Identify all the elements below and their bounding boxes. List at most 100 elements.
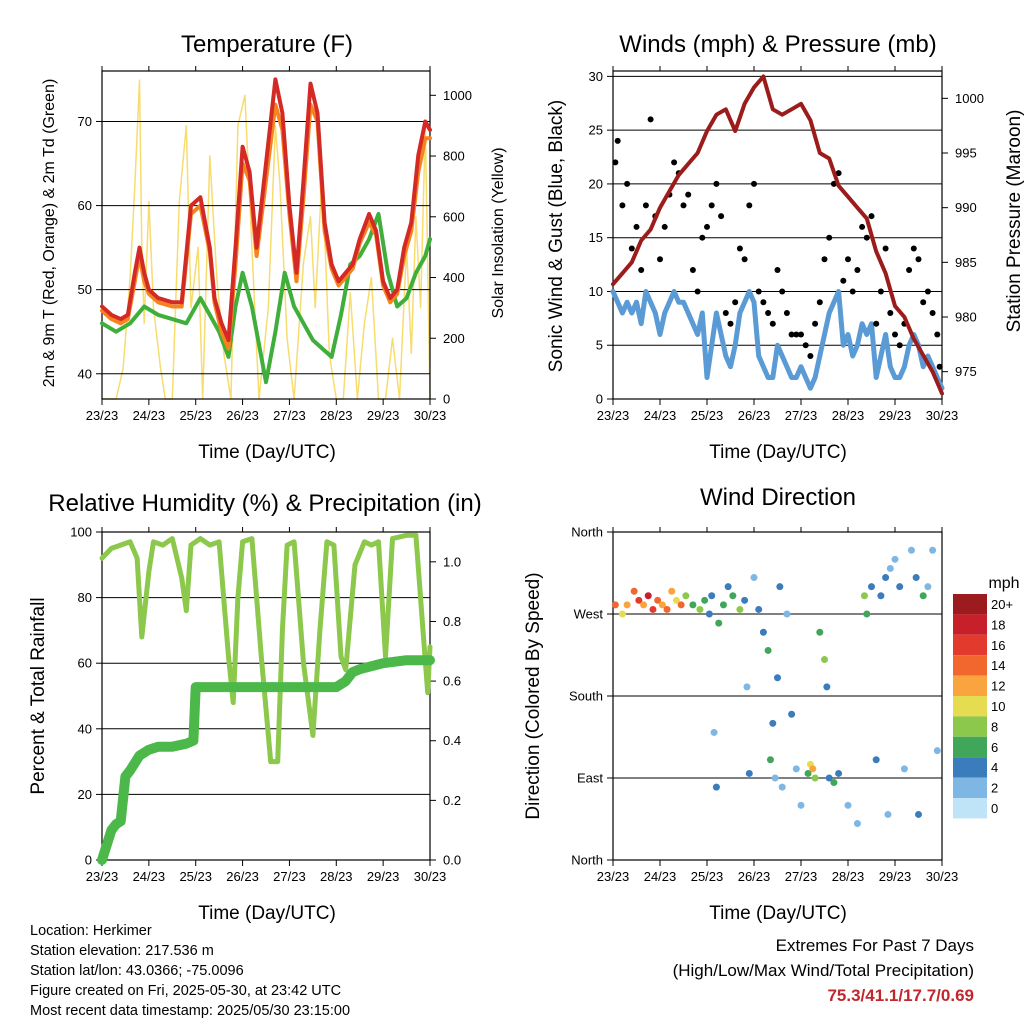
legend-label: 0 bbox=[991, 801, 998, 816]
legend-label: 16 bbox=[991, 638, 1005, 653]
gust-point bbox=[628, 245, 635, 252]
gust-point bbox=[924, 288, 931, 295]
winds-panel: Winds (mph) & Pressure (mb) 23/23 24/23 25… bbox=[546, 31, 1024, 463]
direction-point bbox=[769, 719, 777, 727]
direction-point bbox=[745, 769, 753, 777]
x-tick-label: 29/23 bbox=[879, 408, 912, 423]
x-tick-label: 25/23 bbox=[179, 869, 212, 884]
legend-swatch bbox=[953, 716, 987, 737]
y2-tick-label: 975 bbox=[955, 364, 977, 379]
winds-plot: 23/23 24/23 25/23 26/23 27/23 28/23 29/23 30/23… bbox=[589, 66, 984, 423]
gust-point bbox=[910, 245, 917, 252]
direction-point bbox=[912, 574, 920, 582]
legend-label: 6 bbox=[991, 740, 998, 755]
y-tick-label: 5 bbox=[596, 338, 603, 353]
x-tick-label: 25/23 bbox=[691, 408, 724, 423]
sonic-wind-line bbox=[610, 289, 945, 391]
direction-point bbox=[877, 592, 885, 600]
y-tick-label: 60 bbox=[78, 656, 92, 671]
direction-point bbox=[860, 592, 868, 600]
x-tick-label: 23/23 bbox=[597, 869, 630, 884]
direction-ylabel: Direction (Colored By Speed) bbox=[523, 572, 544, 819]
extremes-heading: Extremes For Past 7 Days bbox=[775, 936, 974, 955]
y2-tick-label: 1.0 bbox=[443, 554, 461, 569]
y-tick-label: North bbox=[571, 525, 603, 540]
y2-tick-label: 0.6 bbox=[443, 674, 461, 689]
direction-point bbox=[618, 610, 626, 618]
gust-point bbox=[798, 331, 804, 338]
gust-point bbox=[906, 266, 913, 273]
x-tick-label: 23/23 bbox=[597, 408, 630, 423]
direction-point bbox=[821, 656, 828, 664]
direction-point bbox=[766, 756, 774, 764]
extremes-values: 75.3/41.1/17.7/0.69 bbox=[827, 986, 974, 1005]
gust-point bbox=[713, 180, 720, 187]
gust-point bbox=[892, 331, 898, 338]
station-info: Location: Herkimer Station elevation: 21… bbox=[30, 921, 350, 1021]
gust-point bbox=[920, 299, 927, 306]
gust-point bbox=[638, 266, 645, 273]
y-tick-label: 20 bbox=[589, 176, 603, 191]
direction-point bbox=[649, 605, 657, 613]
gust-point bbox=[859, 223, 866, 230]
direction-point bbox=[741, 596, 749, 604]
x-tick-label: 26/23 bbox=[738, 408, 771, 423]
direction-point bbox=[750, 574, 758, 582]
gust-point bbox=[741, 256, 748, 263]
y-tick-label: 60 bbox=[78, 198, 92, 213]
y-tick-label: 100 bbox=[70, 525, 92, 540]
y2-tick-label: 995 bbox=[955, 146, 977, 161]
legend-label: 10 bbox=[991, 699, 1005, 714]
direction-point bbox=[668, 587, 676, 595]
gust-point bbox=[736, 245, 743, 252]
y2-tick-label: 990 bbox=[955, 200, 977, 215]
direction-point bbox=[776, 583, 784, 591]
direction-point bbox=[658, 601, 666, 609]
extremes-subheading: (High/Low/Max Wind/Total Precipitation) bbox=[672, 961, 974, 980]
gust-point bbox=[718, 213, 725, 220]
y-tick-label: 25 bbox=[589, 123, 603, 138]
gust-point bbox=[854, 266, 861, 273]
y2-tick-label: 0.0 bbox=[443, 853, 461, 868]
direction-point bbox=[696, 605, 704, 613]
y-tick-label: East bbox=[577, 771, 603, 786]
direction-point bbox=[863, 610, 871, 618]
x-tick-label: 26/23 bbox=[226, 408, 259, 423]
gust-point bbox=[802, 342, 809, 349]
direction-point bbox=[640, 601, 648, 609]
winds-title: Winds (mph) & Pressure (mb) bbox=[619, 31, 936, 58]
direction-point bbox=[811, 774, 819, 782]
winds-ylabel: Sonic Wind & Gust (Blue, Black) bbox=[546, 100, 567, 372]
gust-point bbox=[612, 159, 619, 166]
x-tick-label: 23/23 bbox=[86, 408, 119, 423]
temperature-y2label: Solar Insolation (Yellow) bbox=[490, 147, 507, 318]
x-tick-label: 30/23 bbox=[926, 869, 959, 884]
precipitation-line bbox=[97, 655, 435, 865]
gust-point bbox=[826, 234, 833, 241]
direction-point bbox=[896, 583, 904, 591]
direction-point bbox=[835, 769, 843, 777]
gust-point bbox=[877, 288, 884, 295]
gust-point bbox=[788, 331, 795, 338]
direction-point bbox=[891, 555, 899, 563]
direction-point bbox=[792, 765, 800, 773]
legend-label: 4 bbox=[991, 760, 998, 775]
gust-point bbox=[896, 342, 903, 349]
humidity-plot: 23/23 24/23 25/23 26/23 27/23 28/23 29/23 30/23… bbox=[70, 525, 461, 885]
direction-point bbox=[672, 596, 680, 604]
direction-panel: Wind Direction 23/23 24/23 25/23 26/23 27/23… bbox=[523, 484, 1020, 924]
gust-point bbox=[769, 320, 776, 327]
x-tick-label: 28/23 bbox=[832, 408, 865, 423]
direction-point bbox=[933, 747, 941, 755]
x-tick-label: 27/23 bbox=[273, 408, 306, 423]
humidity-title: Relative Humidity (%) & Precipitation (i… bbox=[48, 490, 481, 517]
direction-plot: 23/23 24/23 25/23 26/23 27/23 28/23 29/23 30/23… bbox=[569, 525, 958, 885]
direction-point bbox=[705, 610, 713, 618]
x-tick-label: 28/23 bbox=[320, 408, 353, 423]
legend-label: 8 bbox=[991, 719, 998, 734]
gust-point bbox=[936, 363, 943, 370]
y-tick-label: West bbox=[574, 607, 604, 622]
y2-tick-label: 1000 bbox=[443, 88, 472, 103]
gust-point bbox=[765, 309, 772, 316]
speed-legend: 20+ 18 16 14 12 10 8 6 4 2 0 bbox=[953, 594, 1013, 819]
